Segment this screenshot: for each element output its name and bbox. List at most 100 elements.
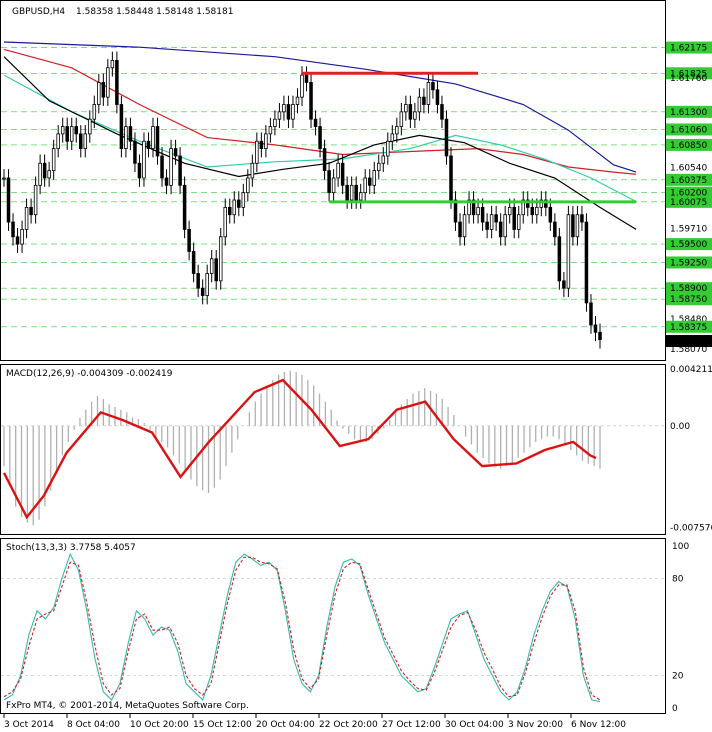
candle-body [395,126,399,135]
candle-body [106,67,110,98]
candle-body [250,162,255,179]
candle [462,205,467,246]
candle-body [24,206,29,230]
candle [485,213,489,239]
candle-body [589,302,593,326]
candle-body [422,96,426,105]
candle-body [146,140,151,149]
candle-body [498,221,503,238]
candle-body [255,140,259,164]
candle-body [535,206,539,216]
price-level-marker [666,67,712,80]
candle [79,125,83,158]
candle-body [237,199,241,208]
candle-body [20,229,24,245]
candle-body [404,104,408,113]
candle [340,154,345,195]
stoch-panel[interactable] [0,538,666,714]
candle-body [327,170,331,194]
candle [395,117,399,143]
candle-body [15,236,20,245]
candle [422,88,426,114]
candle [354,176,358,209]
price-level-marker [666,293,712,306]
candle-body [246,177,250,194]
candle [74,117,78,143]
stoch-tick-label: 80 [672,574,684,584]
candle-body [544,199,548,208]
time-tick-label: 22 Oct 20:00 [319,720,378,730]
candle-body [291,104,295,120]
candle-body [115,60,119,105]
candle [255,132,259,173]
candle [128,117,133,151]
candle [417,88,422,121]
candle [115,51,119,114]
candle-body [580,214,584,223]
price-tick-label: 1.60375 [670,176,707,186]
candle-body [485,221,489,230]
macd-panel[interactable] [0,364,666,535]
candle [60,117,65,143]
candle [6,169,11,231]
candle-body [503,214,507,238]
moving-average-line [3,56,637,230]
candle-body [83,133,88,149]
candle-body [512,206,516,230]
candle [480,198,485,231]
candle-body [322,148,327,172]
candle [363,169,367,202]
candle [431,73,435,99]
candle-body [2,177,6,180]
chart-header-ohlc: 1.58358 1.58448 1.58148 1.58181 [76,7,233,17]
candle [88,110,92,143]
candle-body [142,140,146,179]
candle-body [101,82,106,98]
candle-body [526,199,530,208]
candle [291,95,295,129]
candle [51,139,56,180]
candle-body [6,177,11,223]
candle-body [390,133,395,142]
candle [29,198,33,224]
price-tick-label: 1.61760 [670,74,707,84]
candle-body [196,273,200,289]
candle-body [507,206,512,216]
macd-tick-label: -0.007576 [670,524,712,534]
candle [521,191,525,224]
stoch-tick-label: 100 [672,542,689,552]
candle [241,183,246,217]
candle-body [516,214,521,230]
candle-body [97,82,101,105]
candle [286,95,291,129]
candle-body [60,126,65,135]
candle [205,264,209,305]
time-tick-label: 3 Oct 2014 [4,720,54,730]
candle-body [467,199,471,216]
candle [169,139,173,195]
price-tick-label: 1.60075 [670,198,707,208]
candle-body [372,170,376,186]
candle-body [358,192,363,201]
candle [209,249,214,283]
stoch-label: Stoch(13,3,3) 3.7758 5.4057 [6,543,136,553]
candle-body [191,251,196,274]
candle-body [124,126,128,149]
candle-body [431,82,435,91]
candle-body [29,206,33,216]
candle [444,110,449,165]
moving-average-line [3,48,637,175]
chart-header-symbol: GBPUSD,H4 [12,7,65,17]
candle [124,117,128,158]
candle [38,154,42,195]
candle-body [435,89,440,105]
candle-body [295,96,300,105]
candle [309,73,313,129]
candle [381,147,386,173]
candle-body [340,162,345,186]
price-tick-label: 1.61825 [670,69,707,79]
candle [65,117,69,151]
candle-body [300,74,304,98]
stochastic-lines [1,552,665,703]
